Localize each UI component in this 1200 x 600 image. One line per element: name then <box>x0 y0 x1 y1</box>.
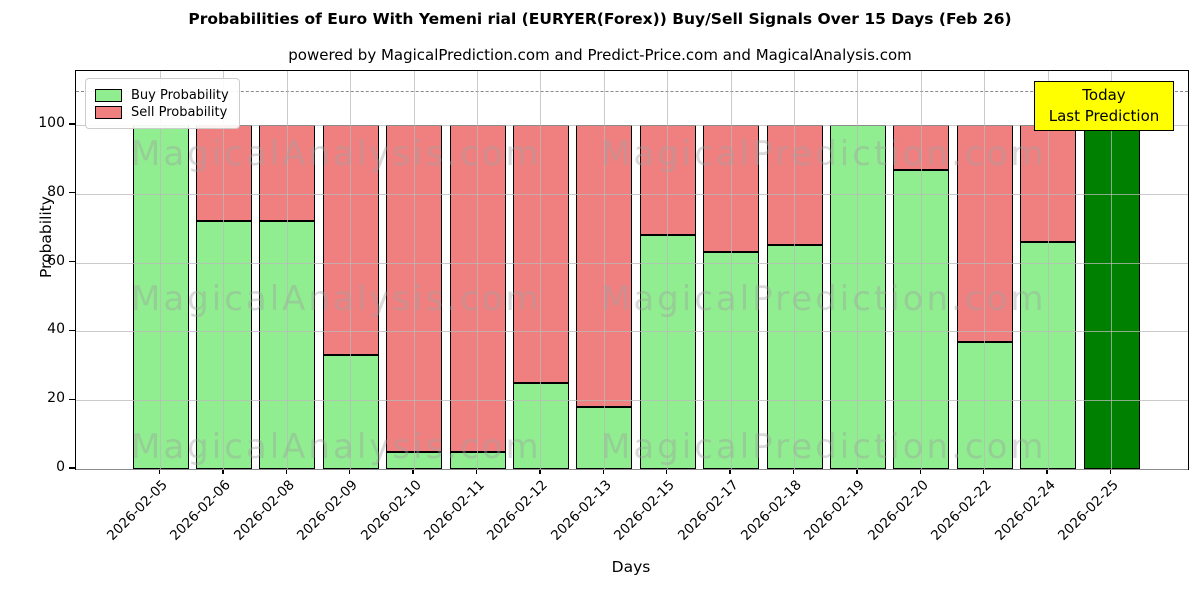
y-tick-label: 20 <box>47 390 65 407</box>
x-tick-label-text: 2026-02-22 <box>928 477 996 544</box>
y-tick-mark <box>69 398 75 400</box>
y-tick-label: 40 <box>47 321 65 338</box>
watermark-right: MagicalPrediction.com <box>601 134 1047 174</box>
y-tick-label: 60 <box>47 252 65 269</box>
x-gridline <box>540 71 542 469</box>
x-tick-label-text: 2026-02-10 <box>357 477 425 544</box>
x-gridline <box>920 71 922 469</box>
x-tick-mark <box>1109 468 1112 474</box>
watermark-left: MagicalAnalysis.com <box>131 279 542 319</box>
sell-swatch-icon <box>95 106 122 119</box>
x-tick-mark <box>222 468 224 474</box>
x-tick-label-text: 2026-02-15 <box>611 477 679 544</box>
x-tick-label-text: 2026-02-25 <box>1055 477 1122 544</box>
x-gridline <box>984 71 986 469</box>
x-tick-mark <box>1046 468 1048 474</box>
y-gridline <box>76 193 1188 195</box>
legend-label-buy: Buy Probability <box>131 88 229 103</box>
x-gridline <box>286 71 288 469</box>
watermark-right: MagicalPrediction.com <box>601 279 1047 319</box>
x-gridline <box>477 71 478 469</box>
y-tick-label: 100 <box>38 115 65 131</box>
y-gridline <box>76 469 1188 470</box>
x-tick-label-text: 2026-02-19 <box>801 477 869 544</box>
x-tick-mark <box>792 468 795 474</box>
x-tick-label-text: 2026-02-18 <box>738 477 805 544</box>
y-gridline <box>76 125 1188 126</box>
x-tick-label-text: 2026-02-24 <box>991 477 1059 544</box>
y-tick-mark <box>69 467 75 469</box>
legend-label-sell: Sell Probability <box>131 105 228 120</box>
x-gridline <box>350 71 352 469</box>
today-annotation-line1: Today <box>1082 86 1126 104</box>
chart-subtitle: powered by MagicalPrediction.com and Pre… <box>288 46 912 64</box>
x-tick-mark <box>349 468 351 474</box>
x-tick-mark <box>729 468 731 474</box>
y-tick-mark <box>69 123 75 125</box>
y-tick-label: 80 <box>47 183 65 200</box>
x-gridline <box>223 71 225 469</box>
x-tick-mark <box>475 468 478 474</box>
x-tick-label-text: 2026-02-11 <box>421 477 488 544</box>
x-gridline <box>794 71 795 469</box>
x-tick-label-text: 2026-02-13 <box>547 477 615 544</box>
x-tick-mark <box>919 468 921 474</box>
x-gridline <box>1111 71 1112 469</box>
y-tick-mark <box>69 329 75 332</box>
x-tick-label-text: 2026-02-20 <box>864 477 932 544</box>
x-tick-mark <box>602 468 604 474</box>
chart-title: Probabilities of Euro With Yemeni rial (… <box>188 10 1012 28</box>
x-tick-mark <box>158 468 161 474</box>
today-annotation: Today Last Prediction <box>1034 81 1174 131</box>
x-tick-label-text: 2026-02-05 <box>104 477 171 544</box>
y-gridline <box>76 262 1188 264</box>
dashed-reference-line <box>76 90 1188 92</box>
plot-area: Buy Probability Sell Probability Today L… <box>75 70 1189 470</box>
y-tick-mark <box>69 192 75 194</box>
y-gridline <box>76 400 1188 402</box>
x-tick-mark <box>856 468 858 474</box>
x-tick-label-text: 2026-02-08 <box>230 477 298 544</box>
x-gridline <box>160 71 161 469</box>
legend-item-buy: Buy Probability <box>95 88 229 103</box>
x-tick-label-text: 2026-02-17 <box>674 477 742 544</box>
x-gridline <box>667 71 669 469</box>
x-axis-label: Days <box>611 558 651 576</box>
x-tick-mark <box>539 468 541 474</box>
x-tick-label-text: 2026-02-12 <box>484 477 552 544</box>
x-gridline <box>730 71 732 469</box>
x-tick-mark <box>666 468 668 474</box>
x-tick-label-text: 2026-02-06 <box>167 477 235 544</box>
x-tick-mark <box>412 468 414 474</box>
watermark-left: MagicalAnalysis.com <box>131 427 542 467</box>
y-tick-mark <box>69 260 75 263</box>
x-tick-mark <box>285 468 287 474</box>
x-gridline <box>857 71 859 469</box>
y-gridline <box>76 331 1188 333</box>
watermark-right: MagicalPrediction.com <box>601 427 1047 467</box>
watermark-left: MagicalAnalysis.com <box>131 134 542 174</box>
x-tick-mark <box>983 468 985 474</box>
today-annotation-line2: Last Prediction <box>1048 107 1160 125</box>
buy-swatch-icon <box>95 89 122 102</box>
x-gridline <box>1047 71 1049 469</box>
x-tick-label-text: 2026-02-09 <box>294 477 362 544</box>
y-tick-label: 0 <box>56 459 65 475</box>
x-gridline <box>413 71 415 469</box>
legend: Buy Probability Sell Probability <box>85 78 240 129</box>
x-gridline <box>603 71 605 469</box>
legend-item-sell: Sell Probability <box>95 105 229 120</box>
